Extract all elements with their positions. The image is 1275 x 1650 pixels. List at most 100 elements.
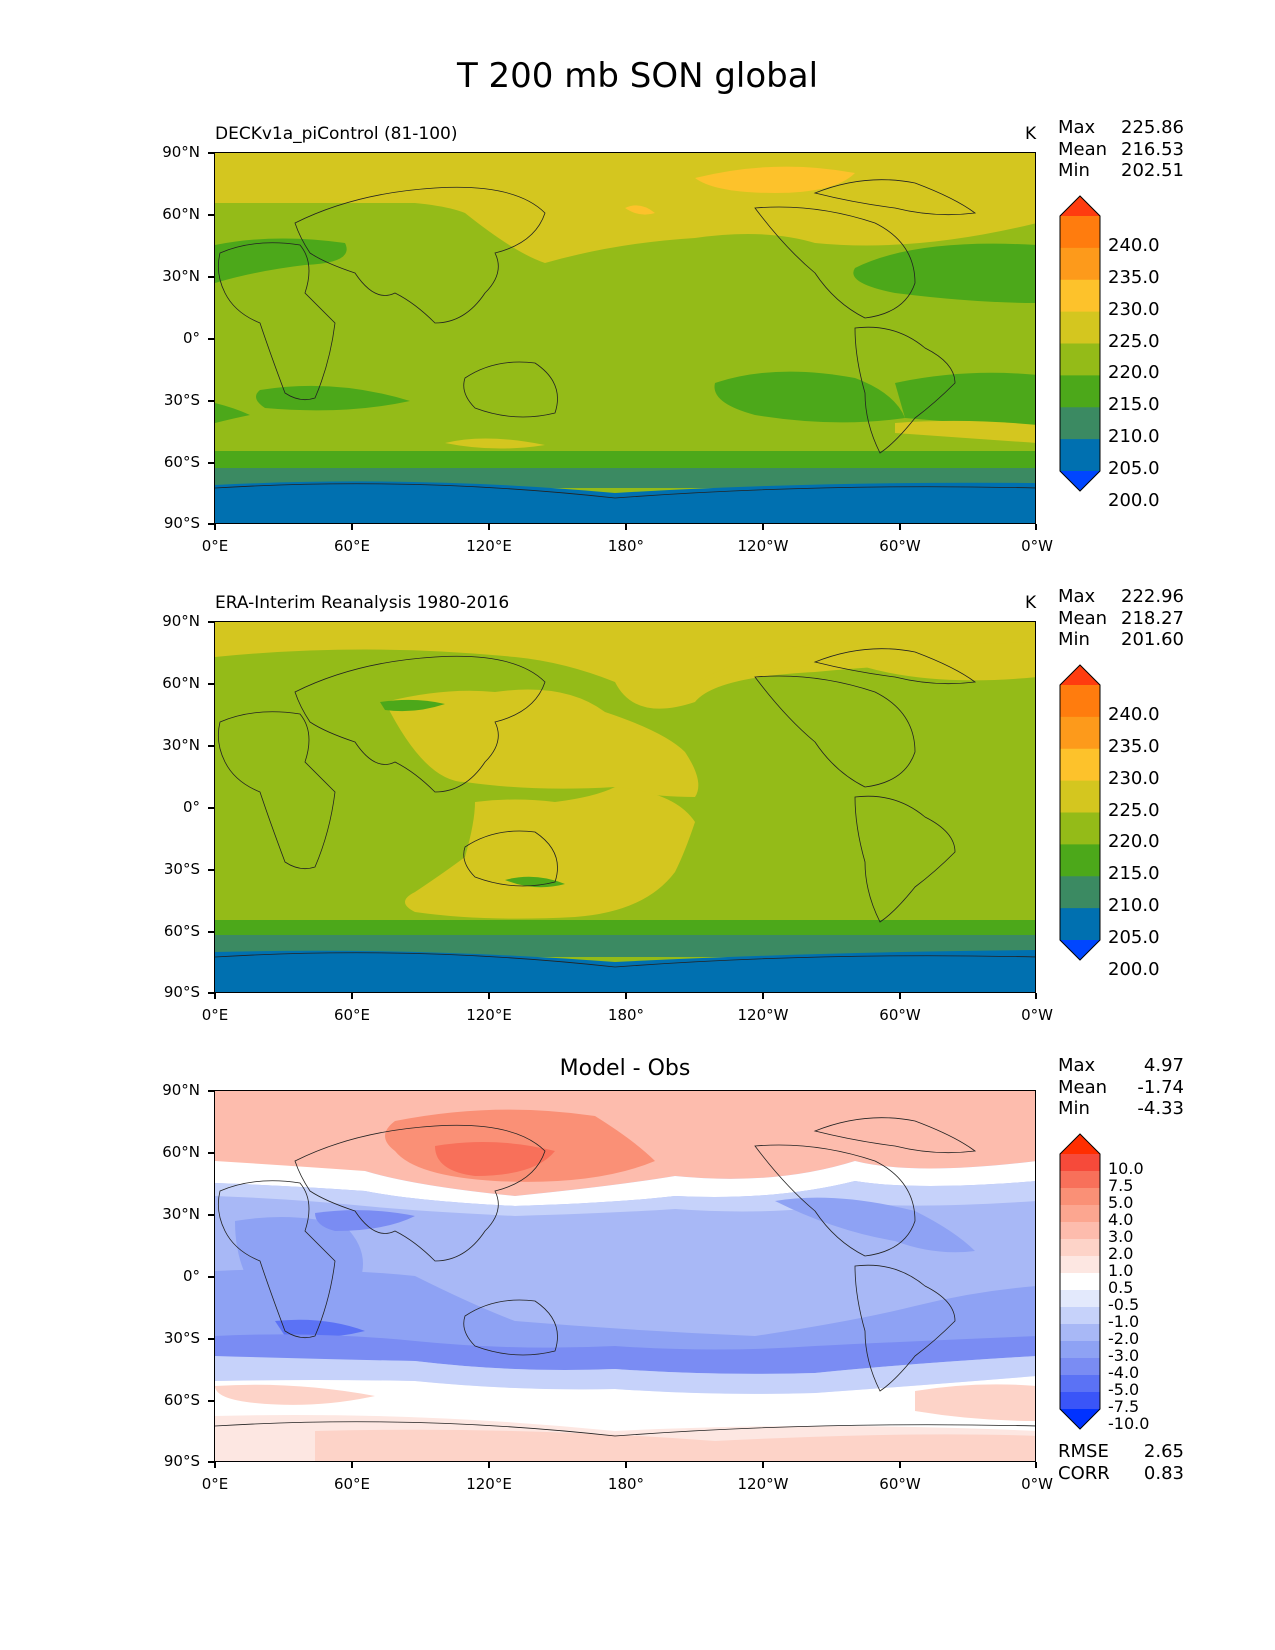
colorbar-tick-label: 215.0 <box>1108 863 1160 885</box>
panel1-map <box>214 152 1036 524</box>
colorbar-segment <box>1060 279 1100 313</box>
colorbar-segment <box>1060 1324 1100 1342</box>
panel1-lat-tick: 30°S <box>163 391 200 409</box>
colorbar-extend-top <box>1060 665 1100 685</box>
colorbar-segment <box>1060 685 1100 718</box>
colorbar-segment <box>1060 1171 1100 1189</box>
colorbar-tick-label: 1.0 <box>1108 1261 1134 1280</box>
colorbar-tick-label: 235.0 <box>1108 735 1160 757</box>
colorbar-tick-label: 200.0 <box>1108 489 1160 511</box>
colorbar-segment <box>1060 716 1100 750</box>
colorbar-outline <box>1059 664 1101 961</box>
colorbar-tick-label: 215.0 <box>1108 394 1160 416</box>
colorbar-tick-label: 225.0 <box>1108 799 1160 821</box>
panel3-lon-tick: 120°E <box>466 1475 512 1493</box>
panel2-lon-tick: 120°W <box>737 1006 789 1024</box>
colorbar-segment <box>1060 216 1100 249</box>
colorbar-tick-label: 5.0 <box>1108 1193 1134 1212</box>
colorbar-segment <box>1060 1256 1100 1274</box>
panel1-lat-tick: 30°N <box>162 267 200 285</box>
colorbar-tick-label: -3.0 <box>1108 1346 1140 1365</box>
panel1-lat-tick: 60°N <box>162 205 200 223</box>
colorbar-segment <box>1060 876 1100 909</box>
colorbar-tick-label: 0.5 <box>1108 1278 1134 1297</box>
colorbar-segment <box>1060 812 1100 845</box>
colorbar-segment <box>1060 1358 1100 1376</box>
colorbar-segment <box>1060 780 1100 813</box>
colorbar-tick-label: 235.0 <box>1108 266 1160 288</box>
colorbar-extend-bottom <box>1060 471 1100 491</box>
colorbar-tick-label: 220.0 <box>1108 831 1160 853</box>
panel3-lon-tick: 180° <box>607 1475 645 1493</box>
colorbar-extend-top <box>1060 1134 1100 1154</box>
colorbar-tick-label: -1.0 <box>1108 1312 1140 1331</box>
panel2-lat-tick: 60°S <box>163 922 200 940</box>
panel2-map <box>214 621 1036 993</box>
colorbar-segment <box>1060 375 1100 408</box>
colorbar-tick-label: 225.0 <box>1108 330 1160 352</box>
panel1-lat-tick: 90°N <box>162 143 200 161</box>
panel3-map <box>214 1090 1036 1462</box>
colorbar-tick-label: 210.0 <box>1108 426 1160 448</box>
colorbar-tick-label: 210.0 <box>1108 895 1160 917</box>
panel3-lat-tick: 30°S <box>163 1329 200 1347</box>
colorbar-tick-label: 220.0 <box>1108 362 1160 384</box>
colorbar-outline <box>1059 195 1101 492</box>
panel2-stats: Max 222.96 Mean 218.27 Min 201.60 <box>1058 586 1184 650</box>
panel1-lon-tick: 120°W <box>737 537 789 555</box>
colorbar-svg <box>1059 664 1101 961</box>
colorbar-extend-bottom <box>1060 940 1100 960</box>
panel2-lat-tick: 30°S <box>163 860 200 878</box>
colorbar-segment <box>1060 1392 1100 1410</box>
panel1-lon-tick: 180° <box>607 537 645 555</box>
colorbar-tick-label: 10.0 <box>1108 1159 1144 1178</box>
colorbar-tick-label: 4.0 <box>1108 1210 1134 1229</box>
panel1-lon-tick: 60°E <box>333 537 371 555</box>
panel2-lon-tick: 0°W <box>1021 1006 1053 1024</box>
panel1-units: K <box>1025 124 1037 144</box>
colorbar-tick-label: 205.0 <box>1108 927 1160 948</box>
colorbar-tick-label: -7.5 <box>1108 1397 1140 1416</box>
colorbar-segment <box>1060 1290 1100 1308</box>
colorbar-extend-top <box>1060 196 1100 216</box>
panel2-lon-tick: 180° <box>607 1006 645 1024</box>
panel1-lat-tick: 90°S <box>163 514 200 532</box>
colorbar-tick-label: 230.0 <box>1108 298 1160 320</box>
colorbar-tick-label: 2.0 <box>1108 1244 1134 1263</box>
colorbar-segment <box>1060 439 1100 472</box>
panel2-label: ERA-Interim Reanalysis 1980-2016 <box>215 593 510 613</box>
panel2-lat-tick: 60°N <box>162 674 200 692</box>
colorbar-segment <box>1060 247 1100 281</box>
panel3-lat-tick: 60°S <box>163 1391 200 1409</box>
colorbar-tick-label: 7.5 <box>1108 1176 1134 1195</box>
panel2-lon-tick: 60°E <box>333 1006 371 1024</box>
colorbar-tick-label: 230.0 <box>1108 767 1160 789</box>
colorbar-segment <box>1060 1154 1100 1172</box>
panel1-lon-tick: 60°W <box>879 537 921 555</box>
panel3-lon-tick: 0°W <box>1021 1475 1053 1493</box>
panel3-lon-tick: 120°W <box>737 1475 789 1493</box>
colorbar-segment <box>1060 1341 1100 1359</box>
panel3-lat-tick: 30°N <box>162 1205 200 1223</box>
panel1-lat-tick: 0° <box>182 329 200 347</box>
colorbar-svg <box>1059 1133 1101 1430</box>
colorbar-segment <box>1060 1188 1100 1206</box>
panel3-lat-tick: 60°N <box>162 1143 200 1161</box>
colorbar-segment <box>1060 908 1100 941</box>
colorbar-tick-label: -0.5 <box>1108 1295 1140 1314</box>
panel2-lat-tick: 30°N <box>162 736 200 754</box>
colorbar-segment <box>1060 407 1100 440</box>
colorbar-outline <box>1059 1133 1101 1430</box>
panel1-lon-tick: 0°W <box>1021 537 1053 555</box>
panel3-title: Model - Obs <box>559 1056 691 1081</box>
panel2-lat-tick: 90°N <box>162 612 200 630</box>
panel2-lon-tick: 0°E <box>201 1006 229 1024</box>
colorbar-tick-label: -2.0 <box>1108 1329 1140 1348</box>
colorbar-extend-bottom <box>1060 1409 1100 1429</box>
panel3-stats: Max 4.97 Mean -1.74 Min -4.33 <box>1058 1055 1184 1119</box>
colorbar-svg <box>1059 195 1101 492</box>
panel3-lon-tick: 60°W <box>879 1475 921 1493</box>
panel2-units: K <box>1025 593 1037 613</box>
panel2-lat-tick: 0° <box>182 798 200 816</box>
panel3-lat-tick: 0° <box>182 1267 200 1285</box>
